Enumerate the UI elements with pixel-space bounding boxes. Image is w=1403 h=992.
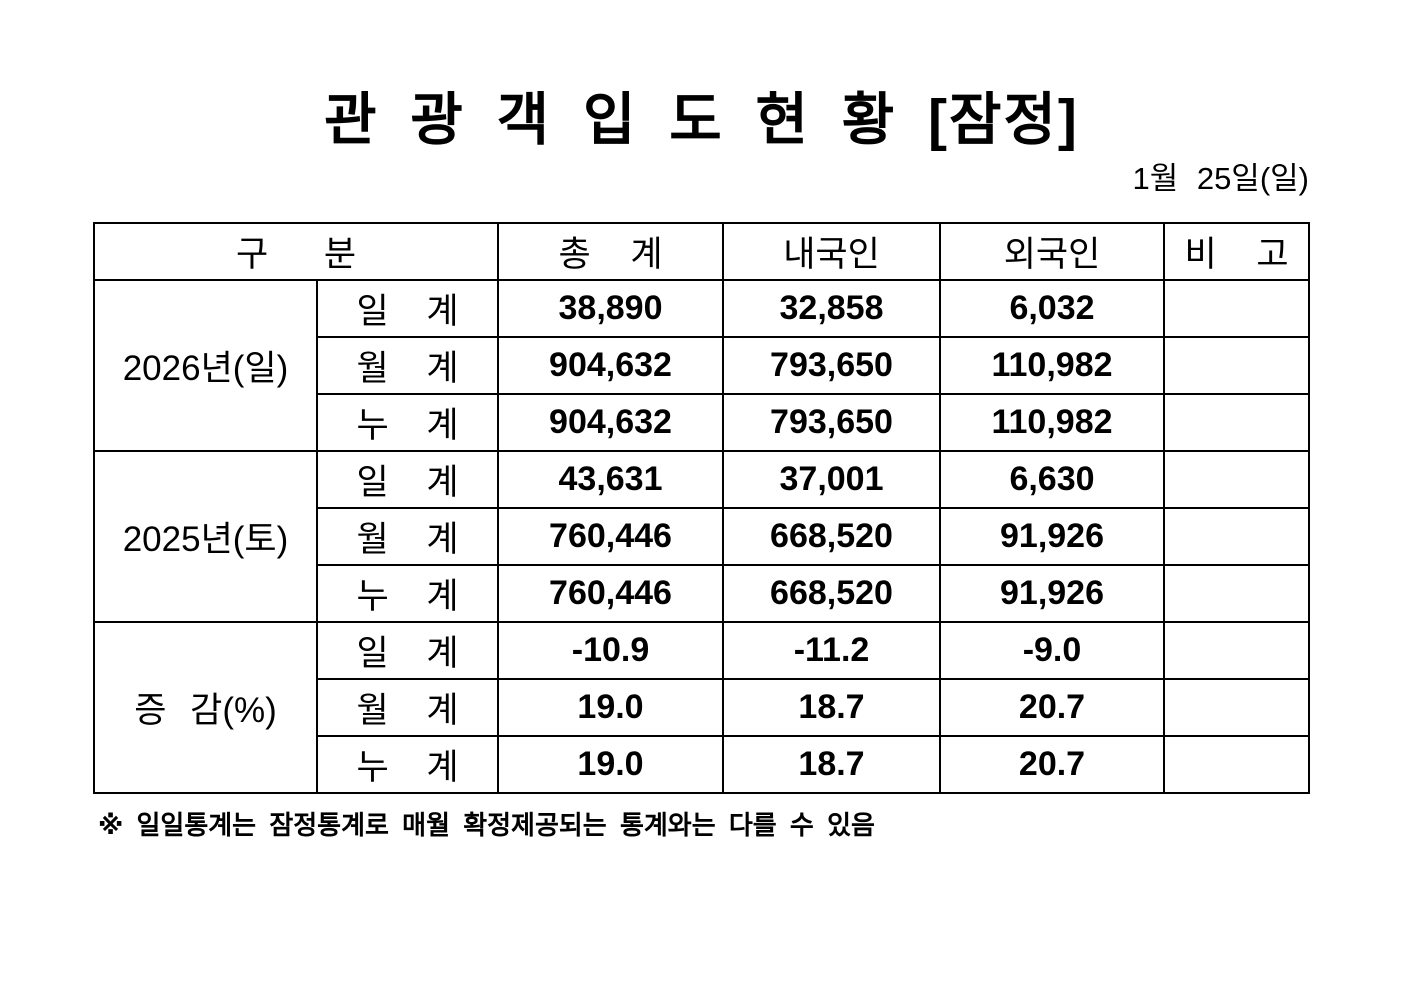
cell-foreign: 110,982: [939, 393, 1165, 452]
cell-domestic: 18.7: [722, 735, 941, 794]
row-sub-label: 일 계: [316, 279, 499, 338]
cell-domestic: 668,520: [722, 507, 941, 566]
cell-domestic: 793,650: [722, 393, 941, 452]
cell-domestic: 793,650: [722, 336, 941, 395]
table-row: 누 계 904,632 793,650 110,982: [94, 393, 1310, 452]
cell-total: 760,446: [497, 564, 724, 623]
cell-remarks: [1163, 507, 1310, 566]
cell-remarks: [1163, 735, 1310, 794]
report-date: 1월 25일(일): [1132, 161, 1309, 196]
cell-domestic: 32,858: [722, 279, 941, 338]
cell-remarks: [1163, 621, 1310, 680]
table-row: 월 계 904,632 793,650 110,982: [94, 336, 1310, 395]
row-sub-label: 월 계: [316, 336, 499, 395]
table-row: 월 계 19.0 18.7 20.7: [94, 678, 1310, 737]
group-label-change-pct: 증 감(%): [93, 621, 318, 794]
cell-domestic: -11.2: [722, 621, 941, 680]
row-sub-label: 누 계: [316, 564, 499, 623]
cell-remarks: [1163, 279, 1310, 338]
col-header-remarks: 비 고: [1163, 222, 1310, 281]
table-row: 2026년(일) 일 계 38,890 32,858 6,032: [93, 279, 1310, 452]
footnote: ※ 일일통계는 잠정통계로 매월 확정제공되는 통계와는 다를 수 있음: [98, 810, 875, 840]
cell-domestic: 18.7: [722, 678, 941, 737]
col-header-domestic: 내국인: [722, 222, 941, 281]
row-sub-label: 일 계: [316, 621, 499, 680]
cell-total: 38,890: [497, 279, 724, 338]
row-sub-label: 월 계: [316, 678, 499, 737]
table-row: 2025년(토) 일 계 43,631 37,001 6,630: [93, 450, 1310, 623]
tourist-arrivals-table: 구 분 총 계 내국인 외국인 비 고 2026년(일) 일 계 38,890 …: [93, 222, 1310, 794]
cell-domestic: 37,001: [722, 450, 941, 509]
cell-domestic: 668,520: [722, 564, 941, 623]
cell-foreign: 20.7: [939, 678, 1165, 737]
cell-remarks: [1163, 450, 1310, 509]
cell-total: 904,632: [497, 393, 724, 452]
cell-foreign: 6,630: [939, 450, 1165, 509]
col-header-foreign: 외국인: [939, 222, 1165, 281]
cell-foreign: 20.7: [939, 735, 1165, 794]
cell-total: 904,632: [497, 336, 724, 395]
cell-foreign: 6,032: [939, 279, 1165, 338]
cell-total: 760,446: [497, 507, 724, 566]
cell-total: 43,631: [497, 450, 724, 509]
table-row: 월 계 760,446 668,520 91,926: [94, 507, 1310, 566]
row-sub-label: 월 계: [316, 507, 499, 566]
cell-foreign: -9.0: [939, 621, 1165, 680]
cell-remarks: [1163, 678, 1310, 737]
cell-total: 19.0: [497, 678, 724, 737]
cell-remarks: [1163, 336, 1310, 395]
cell-total: 19.0: [497, 735, 724, 794]
row-sub-label: 일 계: [316, 450, 499, 509]
table-row: 증 감(%) 일 계 -10.9 -11.2 -9.0: [93, 621, 1310, 794]
cell-foreign: 110,982: [939, 336, 1165, 395]
table-row: 누 계 19.0 18.7 20.7: [94, 735, 1310, 794]
table-row: 누 계 760,446 668,520 91,926: [94, 564, 1310, 623]
cell-total: -10.9: [497, 621, 724, 680]
cell-foreign: 91,926: [939, 564, 1165, 623]
row-sub-label: 누 계: [316, 393, 499, 452]
group-label-2025: 2025년(토): [93, 450, 318, 623]
cell-remarks: [1163, 393, 1310, 452]
cell-remarks: [1163, 564, 1310, 623]
row-sub-label: 누 계: [316, 735, 499, 794]
col-header-total: 총 계: [497, 222, 724, 281]
group-label-2026: 2026년(일): [93, 279, 318, 452]
cell-foreign: 91,926: [939, 507, 1165, 566]
header-row: 구 분 총 계 내국인 외국인 비 고: [93, 222, 1310, 281]
page-title: 관 광 객 입 도 현 황 [잠정]: [324, 88, 1079, 152]
col-header-category: 구 분: [93, 222, 499, 281]
